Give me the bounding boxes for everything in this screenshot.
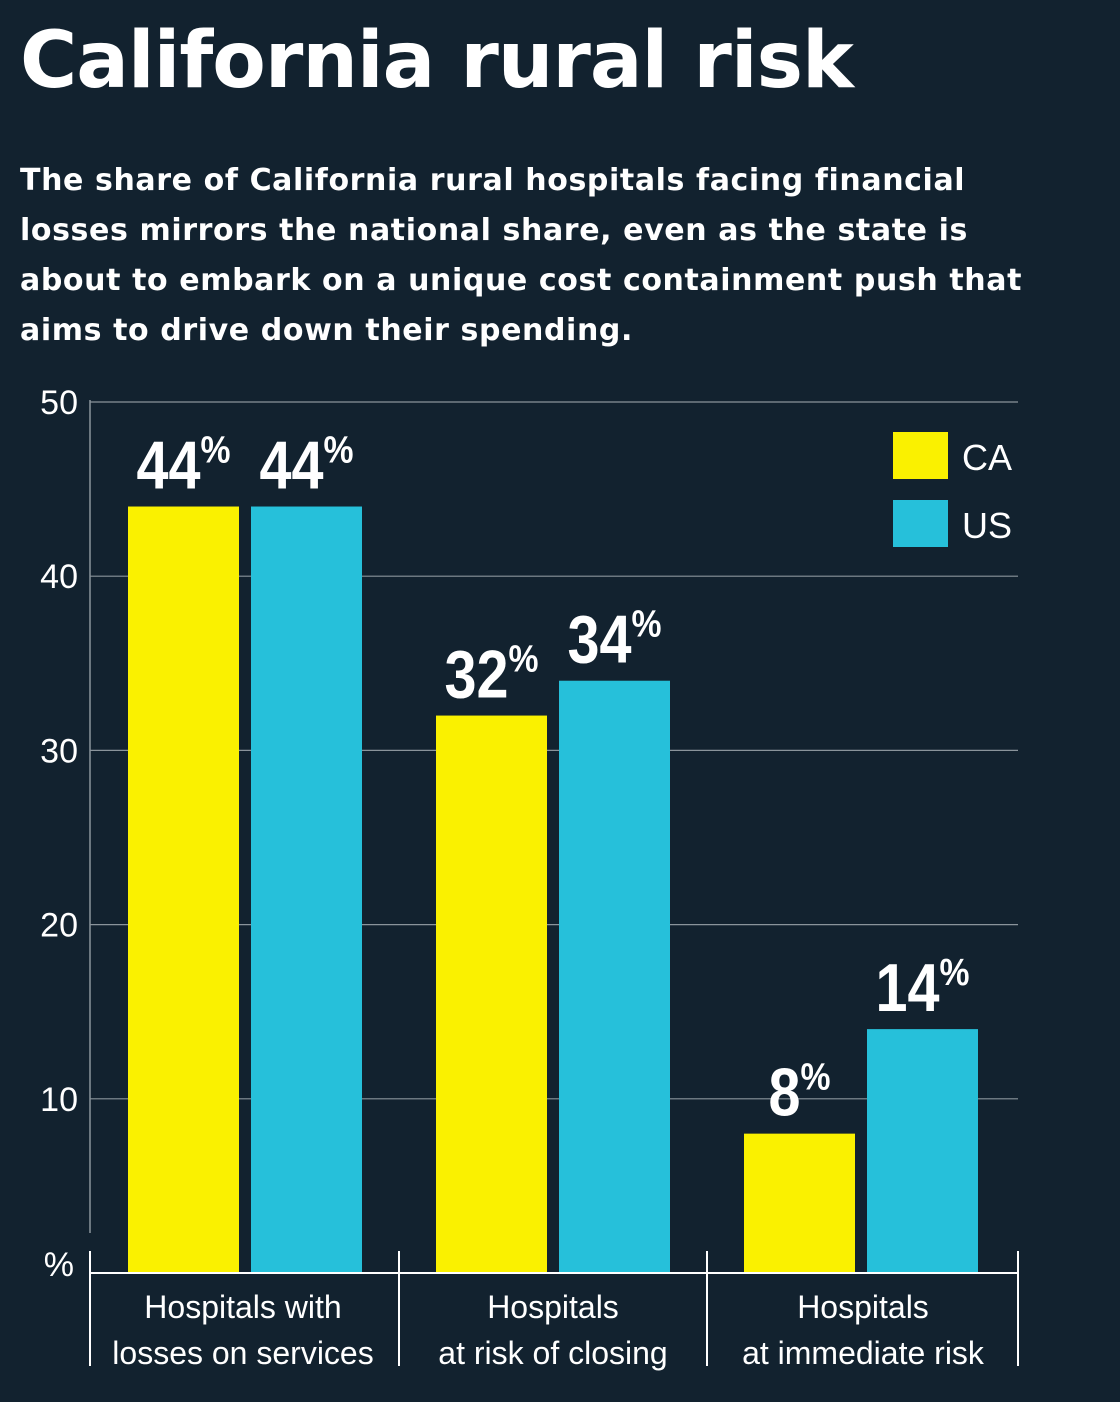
- y-tick-label: 20: [40, 907, 78, 945]
- gridlines: 10 20 30 40 50%: [40, 384, 1018, 1284]
- bars: [128, 506, 978, 1273]
- bar-us-2: [559, 680, 670, 1273]
- chart-subtitle: The share of California rural hospitals …: [20, 163, 1023, 348]
- value-label-us-3: 14%: [876, 950, 970, 1026]
- legend: CA US: [893, 432, 1012, 547]
- y-tick-label: 40: [40, 558, 78, 596]
- category-label-3: Hospitals: [797, 1289, 929, 1325]
- chart-title: California rural risk: [20, 16, 854, 106]
- y-tick-label: 50: [40, 384, 78, 422]
- y-tick-label: 10: [40, 1081, 78, 1119]
- category-label-2: Hospitals: [487, 1289, 619, 1325]
- bar-ca-1: [128, 506, 239, 1273]
- category-labels: Hospitals with losses on services Hospital…: [112, 1289, 985, 1371]
- bar-us-1: [251, 506, 362, 1273]
- value-label-us-1: 44%: [260, 428, 354, 504]
- y-axis-label: %: [44, 1246, 74, 1284]
- x-axis: [89, 1251, 1019, 1366]
- bar-us-3: [867, 1029, 978, 1273]
- category-label-1: Hospitals with: [144, 1289, 341, 1325]
- value-label-ca-1: 44%: [137, 428, 231, 504]
- legend-label-ca: CA: [962, 437, 1012, 478]
- legend-swatch-us: [893, 500, 948, 547]
- y-tick-label: 30: [40, 732, 78, 770]
- value-labels: 44% 32% 8% 44% 34% 14%: [137, 428, 970, 1131]
- legend-label-us: US: [962, 505, 1012, 546]
- category-label-1: losses on services: [112, 1335, 373, 1371]
- value-label-ca-2: 32%: [445, 637, 539, 713]
- legend-swatch-ca: [893, 432, 948, 479]
- value-label-us-2: 34%: [568, 602, 662, 678]
- bar-ca-3: [744, 1133, 855, 1273]
- value-label-ca-3: 8%: [769, 1055, 831, 1131]
- category-label-2: at risk of closing: [438, 1335, 667, 1371]
- category-label-3: at immediate risk: [742, 1335, 985, 1371]
- bar-ca-2: [436, 715, 547, 1273]
